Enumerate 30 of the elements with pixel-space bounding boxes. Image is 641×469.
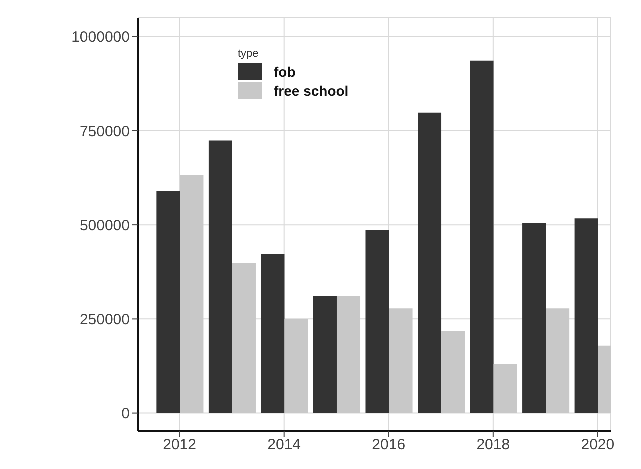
bar (208, 140, 232, 414)
y-tick-label: 250000 (80, 312, 130, 329)
bar (389, 308, 413, 414)
bar (261, 254, 285, 414)
bar (336, 296, 361, 414)
bar (180, 174, 204, 414)
x-tick-label: 2016 (372, 436, 406, 454)
bar (574, 218, 598, 414)
bar (313, 296, 337, 414)
x-tick-label: 2020 (581, 436, 615, 454)
y-tick-label: 500000 (80, 217, 130, 234)
bar (522, 223, 546, 414)
x-tick-label: 2012 (163, 436, 196, 454)
legend-label: free school (274, 82, 349, 98)
bar (284, 319, 308, 414)
y-tick-label: 1000000 (72, 29, 130, 46)
x-tick-label: 2014 (268, 436, 302, 454)
bar (546, 308, 570, 414)
legend-label: fob (274, 64, 296, 80)
legend-title: type (238, 48, 260, 60)
bar (470, 60, 494, 414)
bar (418, 112, 442, 414)
bar (366, 230, 390, 414)
bar (442, 331, 466, 414)
y-tick-label: 0 (122, 406, 130, 423)
x-tick-label: 2018 (476, 436, 510, 454)
bar (156, 191, 180, 414)
y-tick-label: 750000 (80, 123, 130, 140)
bar (494, 364, 518, 414)
bar (232, 263, 256, 414)
